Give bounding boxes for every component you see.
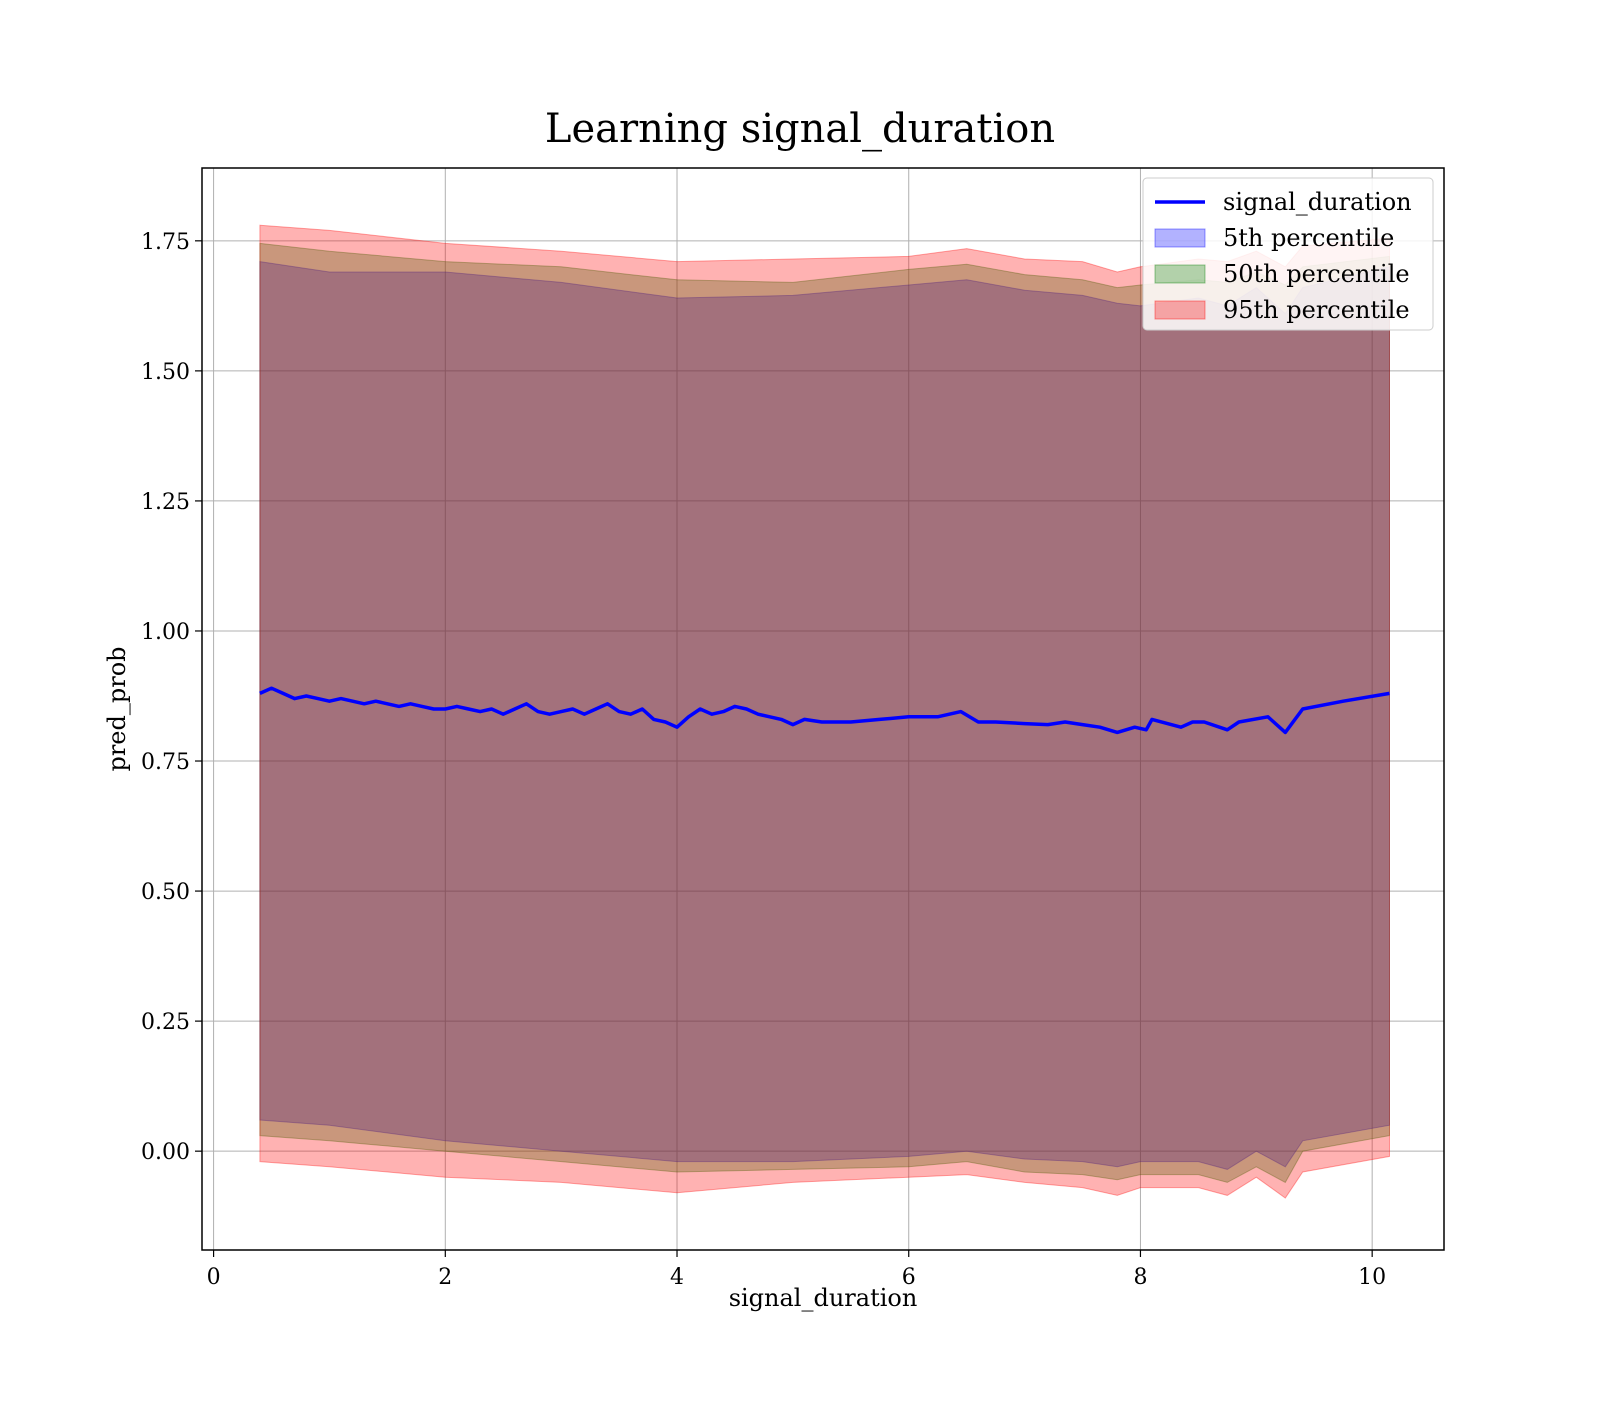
legend-swatch-band-2 bbox=[1154, 264, 1206, 284]
legend-label-band-1: 5th percentile bbox=[1223, 224, 1394, 252]
y-tick-label: 1.50 bbox=[141, 360, 190, 385]
x-tick-label: 0 bbox=[207, 1265, 221, 1290]
legend-label-band-2: 50th percentile bbox=[1223, 260, 1410, 288]
x-tick-label: 2 bbox=[438, 1265, 452, 1290]
x-axis: 0 2 4 6 8 10 bbox=[207, 1250, 1386, 1290]
series-line-signal-duration bbox=[259, 686, 1390, 735]
y-tick-label: 1.25 bbox=[141, 490, 190, 515]
x-tick-label: 10 bbox=[1358, 1265, 1386, 1290]
y-tick-label: 0.00 bbox=[141, 1140, 190, 1165]
band-1 bbox=[259, 261, 1390, 1170]
y-tick-label: 0.50 bbox=[141, 880, 190, 905]
x-tick-label: 4 bbox=[670, 1265, 684, 1290]
band-2 bbox=[259, 242, 1390, 1184]
legend-label-signal-duration: signal_duration bbox=[1223, 188, 1412, 216]
line-layer bbox=[259, 686, 1390, 735]
legend-swatch-band-1 bbox=[1154, 228, 1206, 248]
grid-layer bbox=[202, 168, 1444, 1250]
x-tick-label: 6 bbox=[902, 1265, 916, 1290]
legend: signal_duration 5th percentile 50th percen… bbox=[1142, 177, 1434, 331]
legend-label-band-3: 95th percentile bbox=[1223, 296, 1410, 324]
legend-swatch-band-3 bbox=[1154, 300, 1206, 320]
legend-box bbox=[1142, 177, 1434, 331]
plot-frame bbox=[201, 167, 1445, 1251]
x-tick-label: 8 bbox=[1133, 1265, 1147, 1290]
chart-title: Learning signal_duration bbox=[545, 106, 1055, 152]
band-3 bbox=[259, 224, 1390, 1199]
y-tick-label: 0.75 bbox=[141, 750, 190, 775]
y-tick-label: 1.75 bbox=[141, 230, 190, 255]
band-layer bbox=[259, 224, 1390, 1199]
x-axis-label: signal_duration bbox=[729, 1284, 918, 1312]
y-tick-label: 0.25 bbox=[141, 1010, 190, 1035]
y-axis: 0.00 0.25 0.50 0.75 1.00 1.25 1.50 1.75 bbox=[141, 230, 202, 1165]
y-axis-label: pred_prob bbox=[103, 646, 131, 771]
y-tick-label: 1.00 bbox=[141, 620, 190, 645]
